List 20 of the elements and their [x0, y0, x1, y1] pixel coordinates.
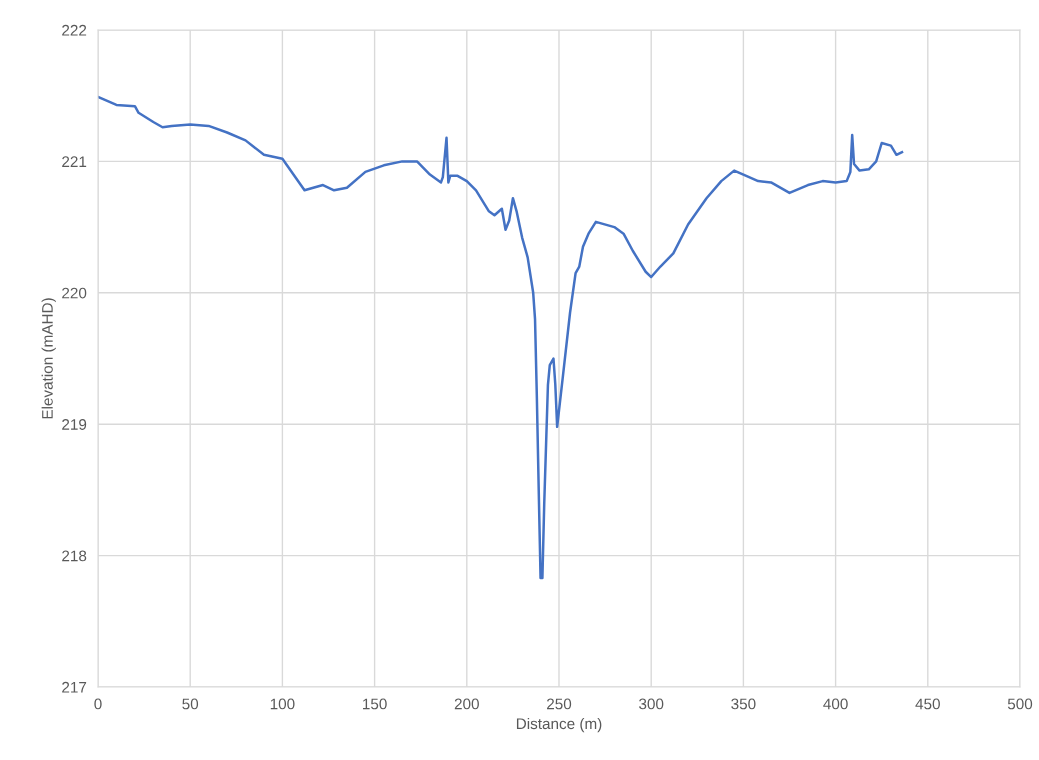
x-axis-title: Distance (m): [516, 717, 602, 733]
x-tick-label: 0: [94, 698, 102, 710]
x-tick-label: 400: [823, 698, 848, 710]
y-tick-label: 222: [62, 24, 87, 36]
x-tick-label: 100: [270, 698, 295, 710]
y-tick-label: 217: [62, 681, 87, 693]
x-tick-label: 350: [731, 698, 756, 710]
x-tick-label: 450: [915, 698, 940, 710]
y-tick-label: 219: [62, 419, 87, 430]
x-tick-label: 250: [547, 698, 572, 710]
x-tick-label: 300: [639, 698, 664, 710]
line-series: [98, 95, 904, 580]
y-tick-label: 221: [62, 156, 87, 167]
x-tick-label: 150: [363, 698, 387, 710]
y-axis-title: Elevation (mAHD): [41, 298, 56, 419]
x-tick-label: 200: [454, 698, 479, 710]
x-tick-label: 500: [1007, 698, 1033, 710]
y-tick-label: 218: [62, 550, 87, 562]
y-tick-label: 220: [62, 287, 87, 299]
x-tick-label: 50: [182, 698, 199, 710]
